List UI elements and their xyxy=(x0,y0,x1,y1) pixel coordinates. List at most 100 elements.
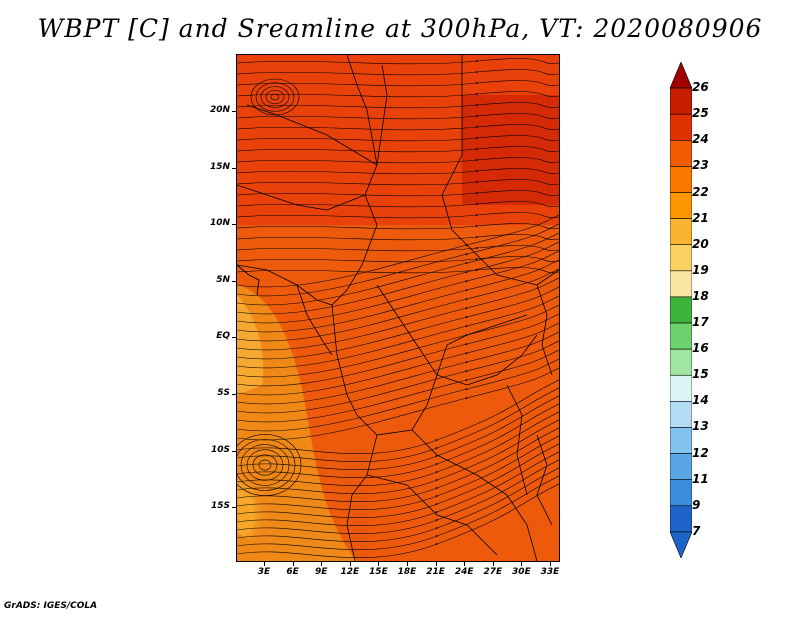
longitude-label: 9E xyxy=(314,567,328,577)
latitude-label: 15S xyxy=(210,501,230,512)
streamline xyxy=(237,358,559,432)
latitude-label: 10N xyxy=(209,218,230,229)
streamline xyxy=(237,277,559,351)
streamline xyxy=(237,304,559,378)
colorbar-label: 9 xyxy=(692,497,701,512)
chart-title: WBPT [C] and Sreamline at 300hPa, VT: 20… xyxy=(37,14,763,43)
colorbar-label: 22 xyxy=(692,184,709,199)
border-line xyxy=(411,429,538,561)
streamline xyxy=(237,212,559,219)
border-line xyxy=(436,314,528,376)
colorbar-segment xyxy=(670,348,692,376)
country-borders xyxy=(237,55,559,561)
border-line xyxy=(436,334,538,386)
border-line xyxy=(506,384,528,496)
streamline xyxy=(237,451,559,527)
footer-credit: GrADS: IGES/COLA xyxy=(4,601,98,611)
colorbar-label: 21 xyxy=(692,210,709,225)
vortex-streamline xyxy=(250,78,300,116)
vortex-streamline xyxy=(270,93,280,101)
colorbar-label: 15 xyxy=(692,367,709,382)
latitude-tick xyxy=(232,167,236,169)
longitude-tick xyxy=(407,562,408,566)
streamlines xyxy=(237,58,559,559)
vortex-streamline xyxy=(240,444,290,486)
longitude-label: 27E xyxy=(483,567,503,577)
streamline xyxy=(237,157,559,164)
border-line xyxy=(237,64,388,306)
latitude-label: 5N xyxy=(216,274,230,285)
longitude-label: 3E xyxy=(257,567,271,577)
longitude-tick xyxy=(435,562,437,566)
longitude-tick xyxy=(378,562,380,566)
streamline xyxy=(237,179,559,186)
streamline xyxy=(237,411,559,487)
streamline xyxy=(237,214,559,288)
colorbar-segment xyxy=(670,374,692,402)
colorbar-segment xyxy=(670,113,692,141)
border-line xyxy=(441,55,559,286)
latitude-tick xyxy=(232,111,236,112)
streamline xyxy=(237,168,559,175)
colorbar-segment xyxy=(670,218,692,246)
longitude-label: 18E xyxy=(397,567,417,577)
longitude-tick xyxy=(464,562,466,566)
colorbar-label: 23 xyxy=(692,158,709,173)
colorbar-segment xyxy=(670,192,692,219)
longitude-tick xyxy=(550,562,551,566)
latitude-label: 5S xyxy=(217,388,230,398)
colorbar-segment xyxy=(670,296,692,324)
colorbar-label: 12 xyxy=(692,445,709,460)
colorbar-label: 14 xyxy=(692,393,709,408)
streamline xyxy=(237,190,559,197)
streamline xyxy=(237,483,559,559)
colorbar-label: 20 xyxy=(692,236,709,251)
streamline xyxy=(237,331,559,405)
colorbar-segment xyxy=(670,427,692,454)
streamline xyxy=(237,379,559,455)
colorbar-label: 18 xyxy=(692,288,709,303)
streamline xyxy=(237,201,559,208)
streamline xyxy=(237,268,559,342)
vortex-streamline xyxy=(255,82,295,112)
longitude-tick xyxy=(292,562,294,566)
longitude-label: 24E xyxy=(454,567,474,577)
streamline xyxy=(237,295,559,369)
colorbar-segment xyxy=(670,505,692,533)
vortex-streamline xyxy=(265,89,285,105)
border-line xyxy=(366,474,498,556)
latitude-tick xyxy=(232,280,236,282)
longitude-label: 30E xyxy=(512,567,531,577)
longitude-label: 15E xyxy=(369,567,388,577)
latitude-label: EQ xyxy=(216,331,230,342)
map-svg xyxy=(237,55,559,561)
streamline xyxy=(237,223,559,297)
streamline xyxy=(237,241,559,315)
colorbar-segment xyxy=(670,270,692,298)
longitude-tick xyxy=(492,562,494,566)
vortex-streamline xyxy=(237,434,302,496)
streamline xyxy=(237,267,559,274)
colorbar-segment xyxy=(670,322,692,350)
streamline xyxy=(237,387,559,463)
longitude-label: 12E xyxy=(340,567,360,577)
streamline xyxy=(237,467,559,543)
colorbar-segment xyxy=(670,244,692,272)
streamline xyxy=(237,427,559,503)
cool-coastal-region xyxy=(237,295,264,395)
colorbar-segment xyxy=(670,140,692,167)
coastline xyxy=(237,264,260,296)
longitude-tick xyxy=(349,562,351,566)
longitude-label: 21E xyxy=(426,567,445,577)
longitude-label: 33E xyxy=(540,567,560,577)
streamline xyxy=(237,435,559,511)
streamline xyxy=(237,259,559,333)
colorbar-end-triangle xyxy=(670,531,692,558)
streamline xyxy=(237,313,559,387)
streamline xyxy=(237,367,559,441)
streamline xyxy=(237,250,559,324)
map-panel xyxy=(236,54,560,562)
vortex-streamline xyxy=(260,86,290,108)
longitude-tick xyxy=(264,562,265,566)
latitude-tick xyxy=(232,450,236,452)
